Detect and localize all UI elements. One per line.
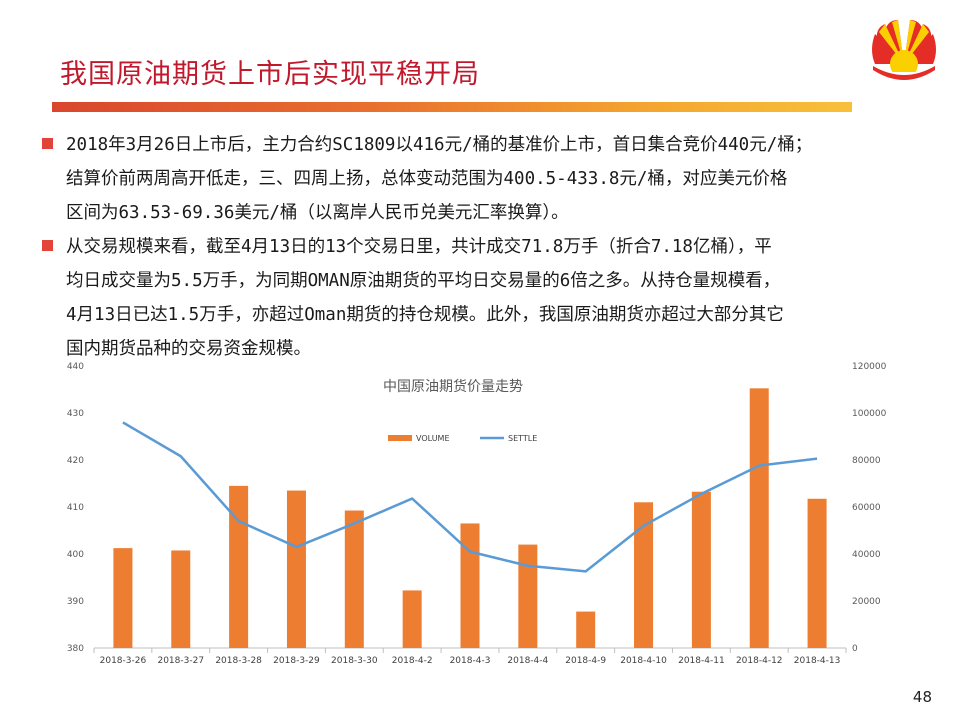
bullet-square-icon: [42, 240, 53, 251]
x-axis-tick-label: 2018-3-30: [331, 656, 378, 666]
chart-title: 中国原油期货价量走势: [383, 378, 523, 395]
volume-bar: [402, 590, 422, 648]
page-number: 48: [912, 688, 932, 706]
left-axis-tick-label: 420: [67, 456, 84, 466]
left-axis-tick-label: 400: [67, 550, 84, 560]
volume-bar: [229, 485, 249, 648]
bullet-line: 结算价前两周高开低走，三、四周上扬，总体变动范围为400.5-433.8元/桶，…: [66, 169, 788, 189]
bullet-item: 从交易规模来看，截至4月13日的13个交易日里，共计成交71.8万手（折合7.1…: [40, 230, 940, 366]
volume-bar: [807, 498, 827, 648]
x-axis-tick-label: 2018-3-28: [215, 656, 262, 666]
x-axis-tick-label: 2018-3-27: [157, 656, 204, 666]
right-axis-tick-label: 120000: [852, 362, 887, 372]
volume-bar: [691, 491, 711, 648]
bullet-line: 4月13日已达1.5万手，亦超过Oman期货的持仓规模。此外，我国原油期货亦超过…: [66, 305, 784, 325]
right-axis-tick-label: 100000: [852, 409, 887, 419]
slide-title: 我国原油期货上市后实现平稳开局: [60, 59, 480, 90]
bullet-list: 2018年3月26日上市后，主力合约SC1809以416元/桶的基准价上市，首日…: [40, 128, 940, 366]
right-axis-tick-label: 60000: [852, 503, 881, 513]
right-axis-tick-label: 20000: [852, 597, 881, 607]
volume-bar: [113, 548, 133, 648]
bullet-square-icon: [42, 138, 53, 149]
left-axis-tick-label: 390: [67, 597, 84, 607]
volume-bar: [518, 544, 538, 648]
price-volume-chart: 380 390 400 410 420 430 440 0 20000 40000 60000 800…: [67, 362, 887, 666]
x-axis-tick-label: 2018-3-29: [273, 656, 320, 666]
title-underline-bar: [52, 102, 852, 112]
volume-bar: [286, 490, 306, 648]
left-axis-tick-label: 380: [67, 644, 84, 654]
bullet-line: 区间为63.53-69.36美元/桶（以离岸人民币兑美元汇率换算）。: [66, 203, 569, 223]
volume-bar: [460, 523, 480, 648]
right-axis-tick-label: 40000: [852, 550, 881, 560]
legend-volume-label: VOLUME: [416, 434, 450, 443]
x-axis-tick-label: 2018-4-2: [392, 656, 433, 666]
volume-bar: [576, 611, 596, 648]
petrochina-logo-icon: [872, 20, 936, 80]
x-axis-tick-label: 2018-3-26: [100, 656, 147, 666]
right-axis-tick-label: 0: [852, 644, 858, 654]
x-axis-tick-label: 2018-4-10: [620, 656, 667, 666]
left-axis-tick-label: 440: [67, 362, 84, 372]
left-axis-tick-label: 430: [67, 409, 84, 419]
legend-settle-label: SETTLE: [508, 434, 537, 443]
volume-bar: [634, 502, 654, 648]
right-axis-tick-label: 80000: [852, 456, 881, 466]
left-axis-tick-label: 410: [67, 503, 84, 513]
x-axis-tick-label: 2018-4-4: [507, 656, 548, 666]
bullet-line: 从交易规模来看，截至4月13日的13个交易日里，共计成交71.8万手（折合7.1…: [66, 237, 772, 257]
bullet-line: 国内期货品种的交易资金规模。: [66, 339, 311, 359]
bullet-item: 2018年3月26日上市后，主力合约SC1809以416元/桶的基准价上市，首日…: [40, 128, 940, 230]
x-axis-tick-label: 2018-4-12: [736, 656, 783, 666]
x-axis-tick-label: 2018-4-9: [565, 656, 606, 666]
x-axis-tick-label: 2018-4-13: [794, 656, 841, 666]
x-axis-tick-label: 2018-4-11: [678, 656, 725, 666]
volume-bar: [344, 510, 364, 648]
bullet-line: 2018年3月26日上市后，主力合约SC1809以416元/桶的基准价上市，首日…: [66, 135, 813, 155]
bullet-line: 均日成交量为5.5万手，为同期OMAN原油期货的平均日交易量的6倍之多。从持仓量…: [66, 271, 781, 291]
x-axis-tick-label: 2018-4-3: [450, 656, 491, 666]
legend-volume-swatch: [388, 435, 412, 441]
volume-bar: [749, 388, 769, 648]
volume-bar: [171, 550, 191, 648]
